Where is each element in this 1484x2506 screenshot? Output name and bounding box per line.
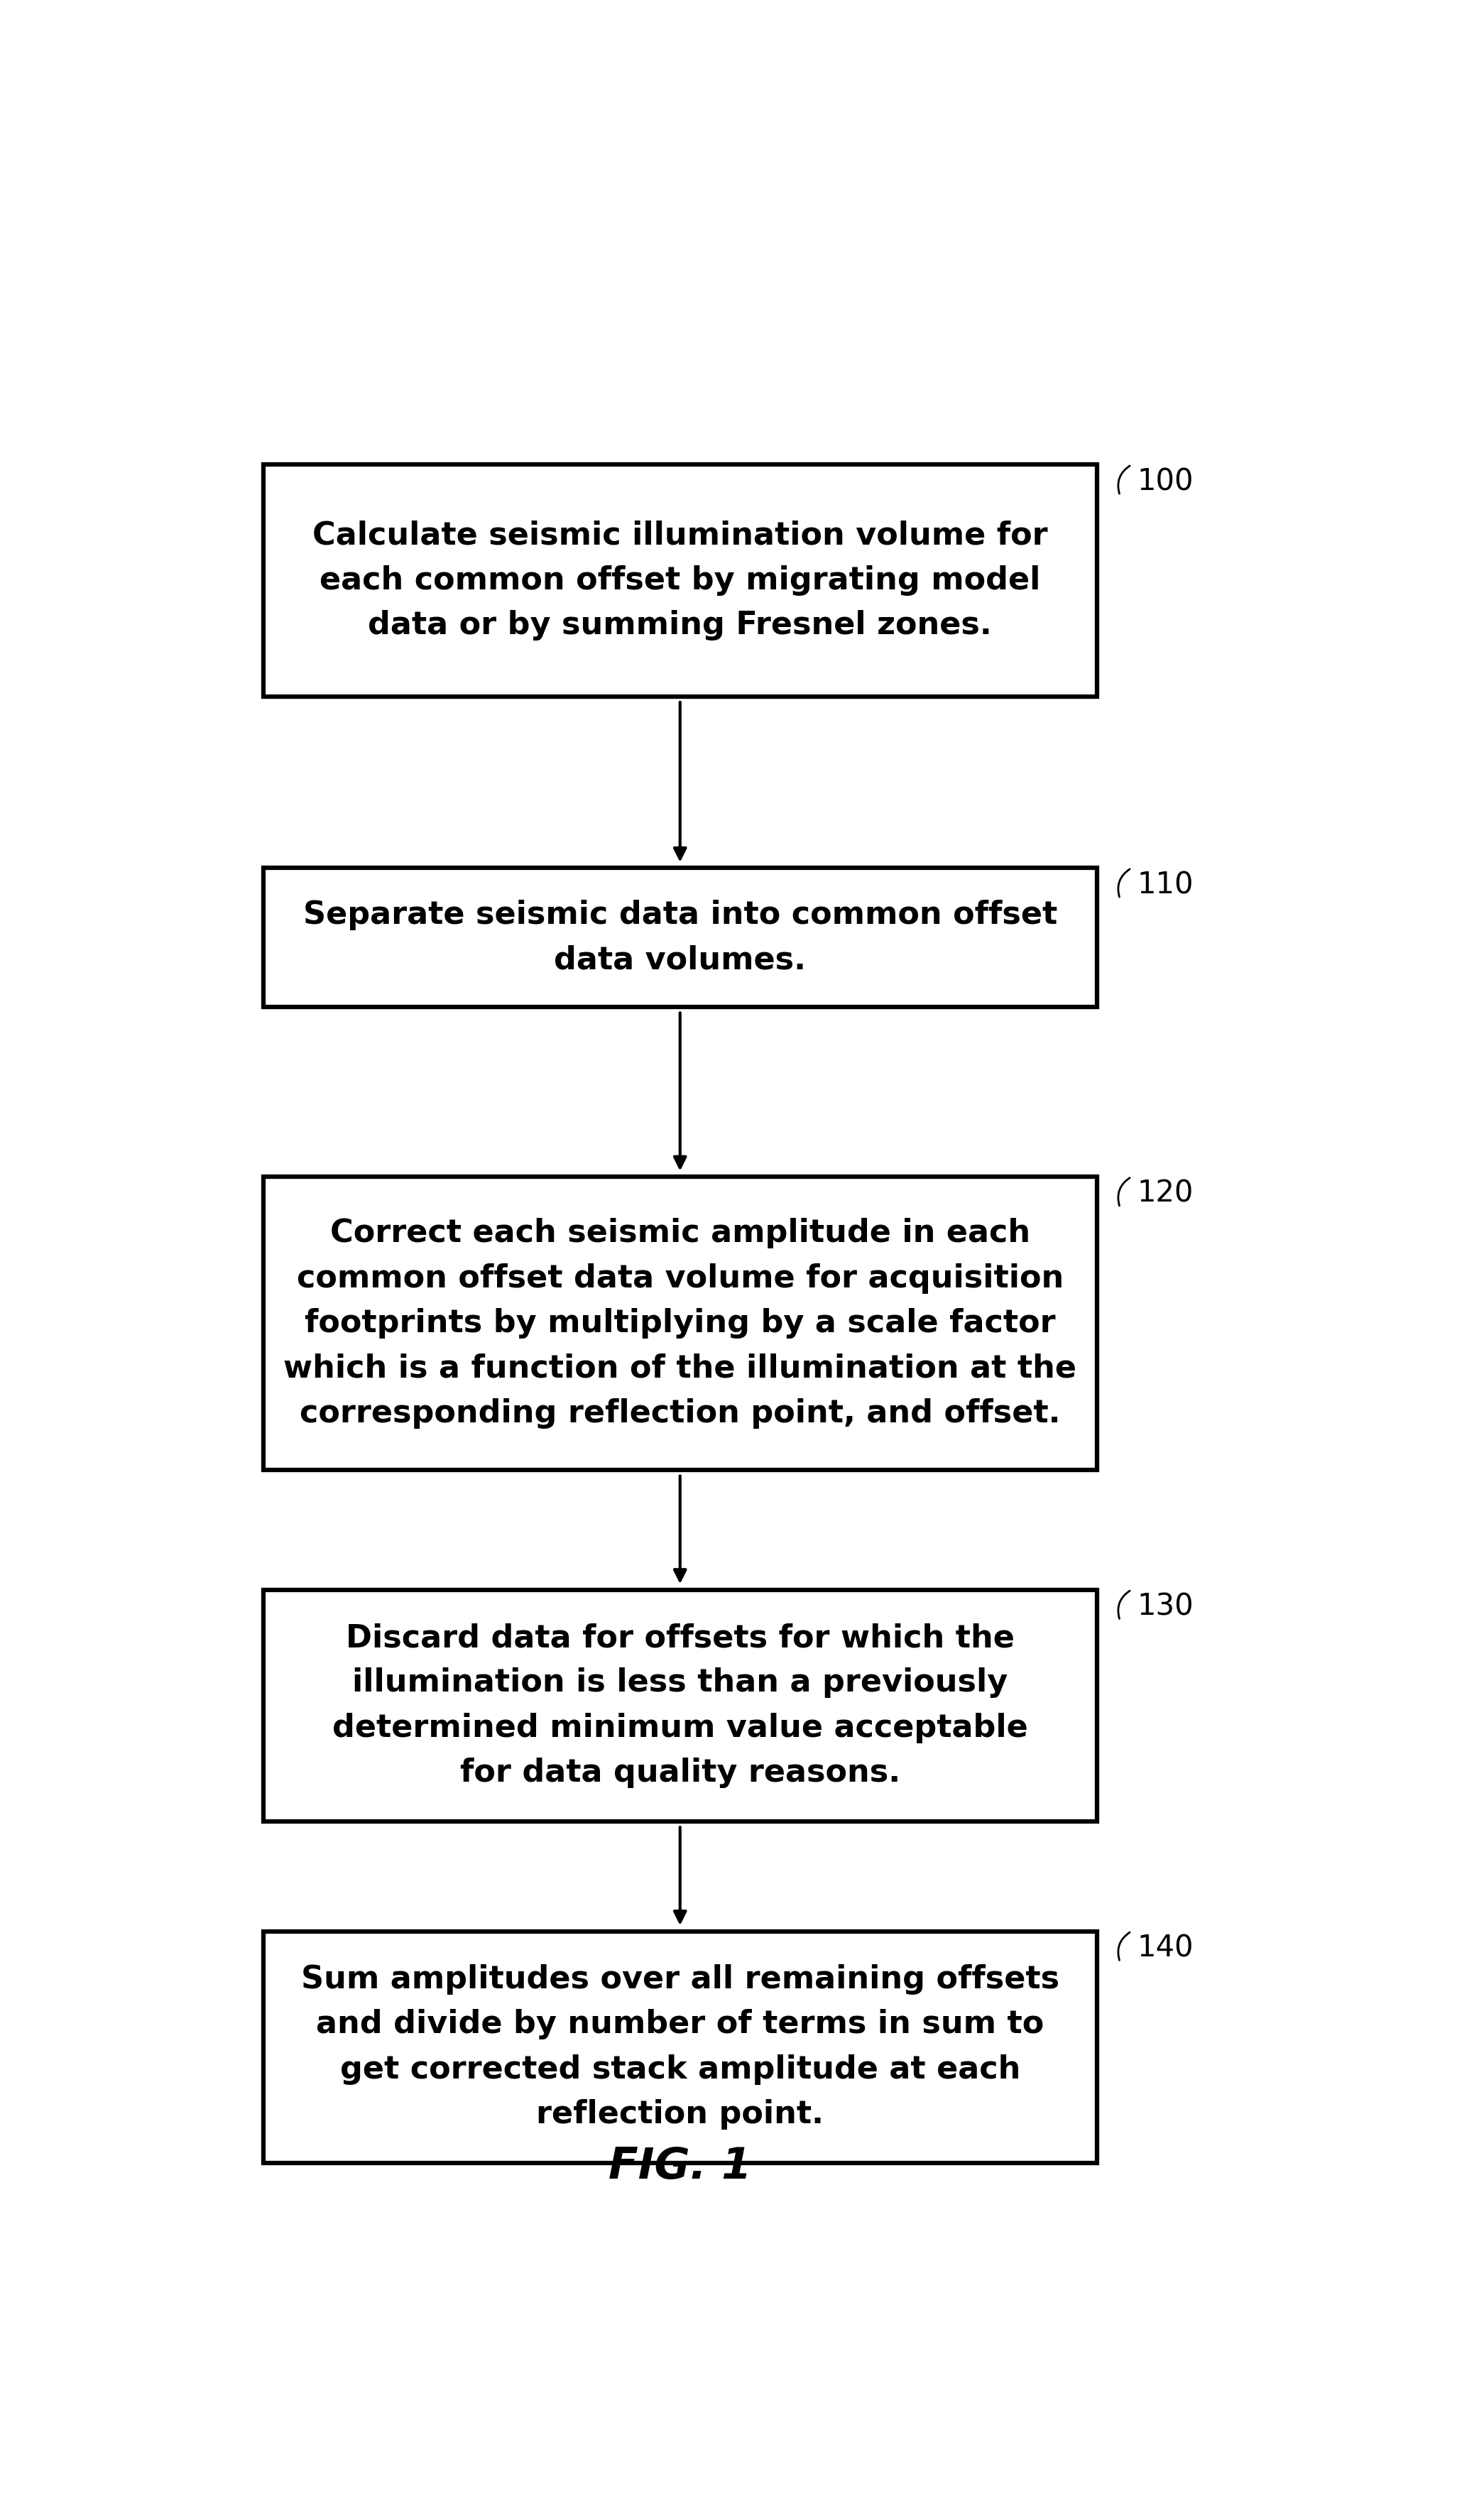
FancyBboxPatch shape xyxy=(263,464,1097,697)
FancyBboxPatch shape xyxy=(263,1932,1097,2163)
FancyBboxPatch shape xyxy=(263,1589,1097,1822)
Text: Discard data for offsets for which the
illumination is less than a previously
de: Discard data for offsets for which the i… xyxy=(332,1624,1028,1789)
Text: 100: 100 xyxy=(1137,466,1193,496)
Text: FIG. 1: FIG. 1 xyxy=(608,2145,751,2188)
Text: 120: 120 xyxy=(1137,1178,1193,1208)
FancyBboxPatch shape xyxy=(263,867,1097,1007)
FancyBboxPatch shape xyxy=(263,1178,1097,1471)
Text: 140: 140 xyxy=(1137,1932,1193,1962)
Text: Sum amplitudes over all remaining offsets
and divide by number of terms in sum t: Sum amplitudes over all remaining offset… xyxy=(301,1965,1060,2130)
Text: 130: 130 xyxy=(1137,1591,1193,1621)
Text: Correct each seismic amplitude in each
common offset data volume for acquisition: Correct each seismic amplitude in each c… xyxy=(283,1218,1076,1428)
Text: 110: 110 xyxy=(1137,870,1193,900)
Text: Separate seismic data into common offset
data volumes.: Separate seismic data into common offset… xyxy=(303,900,1057,975)
Text: Calculate seismic illumination volume for
each common offset by migrating model
: Calculate seismic illumination volume fo… xyxy=(312,521,1048,642)
